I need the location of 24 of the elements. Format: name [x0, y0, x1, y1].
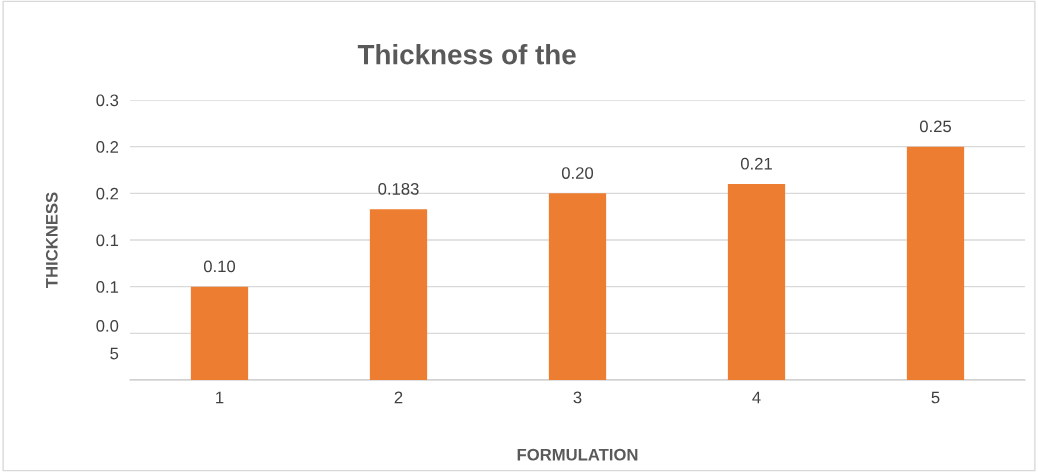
data-label: 0.21 — [740, 157, 772, 170]
y-tick-label: 0.0 5 — [96, 319, 119, 360]
x-axis-title: FORMULATION — [517, 448, 638, 461]
data-label: 0.20 — [561, 167, 594, 179]
bar — [369, 209, 428, 380]
data-label: 0.10 — [203, 260, 236, 273]
chart-title: Thickness of the — [357, 44, 576, 65]
x-tick-label: 3 — [573, 391, 582, 404]
bar — [906, 146, 965, 380]
bar — [727, 184, 786, 380]
x-tick-label: 5 — [931, 391, 940, 404]
data-label: 0.25 — [919, 120, 952, 133]
y-tick-label: 0.3 — [96, 94, 119, 107]
y-axis-title: THICKNESS — [45, 192, 58, 288]
y-tick-label: 0.2 — [96, 187, 119, 200]
y-tick-label: 0.1 — [96, 281, 119, 293]
bar — [548, 193, 607, 380]
bar — [190, 286, 249, 380]
x-tick-label: 4 — [752, 391, 761, 404]
data-label: 0.183 — [378, 182, 419, 195]
y-tick-label: 0.2 — [96, 141, 119, 153]
y-tick-label: 0.1 — [96, 234, 119, 247]
x-tick-label: 2 — [394, 391, 403, 404]
x-tick-label: 1 — [216, 391, 224, 404]
